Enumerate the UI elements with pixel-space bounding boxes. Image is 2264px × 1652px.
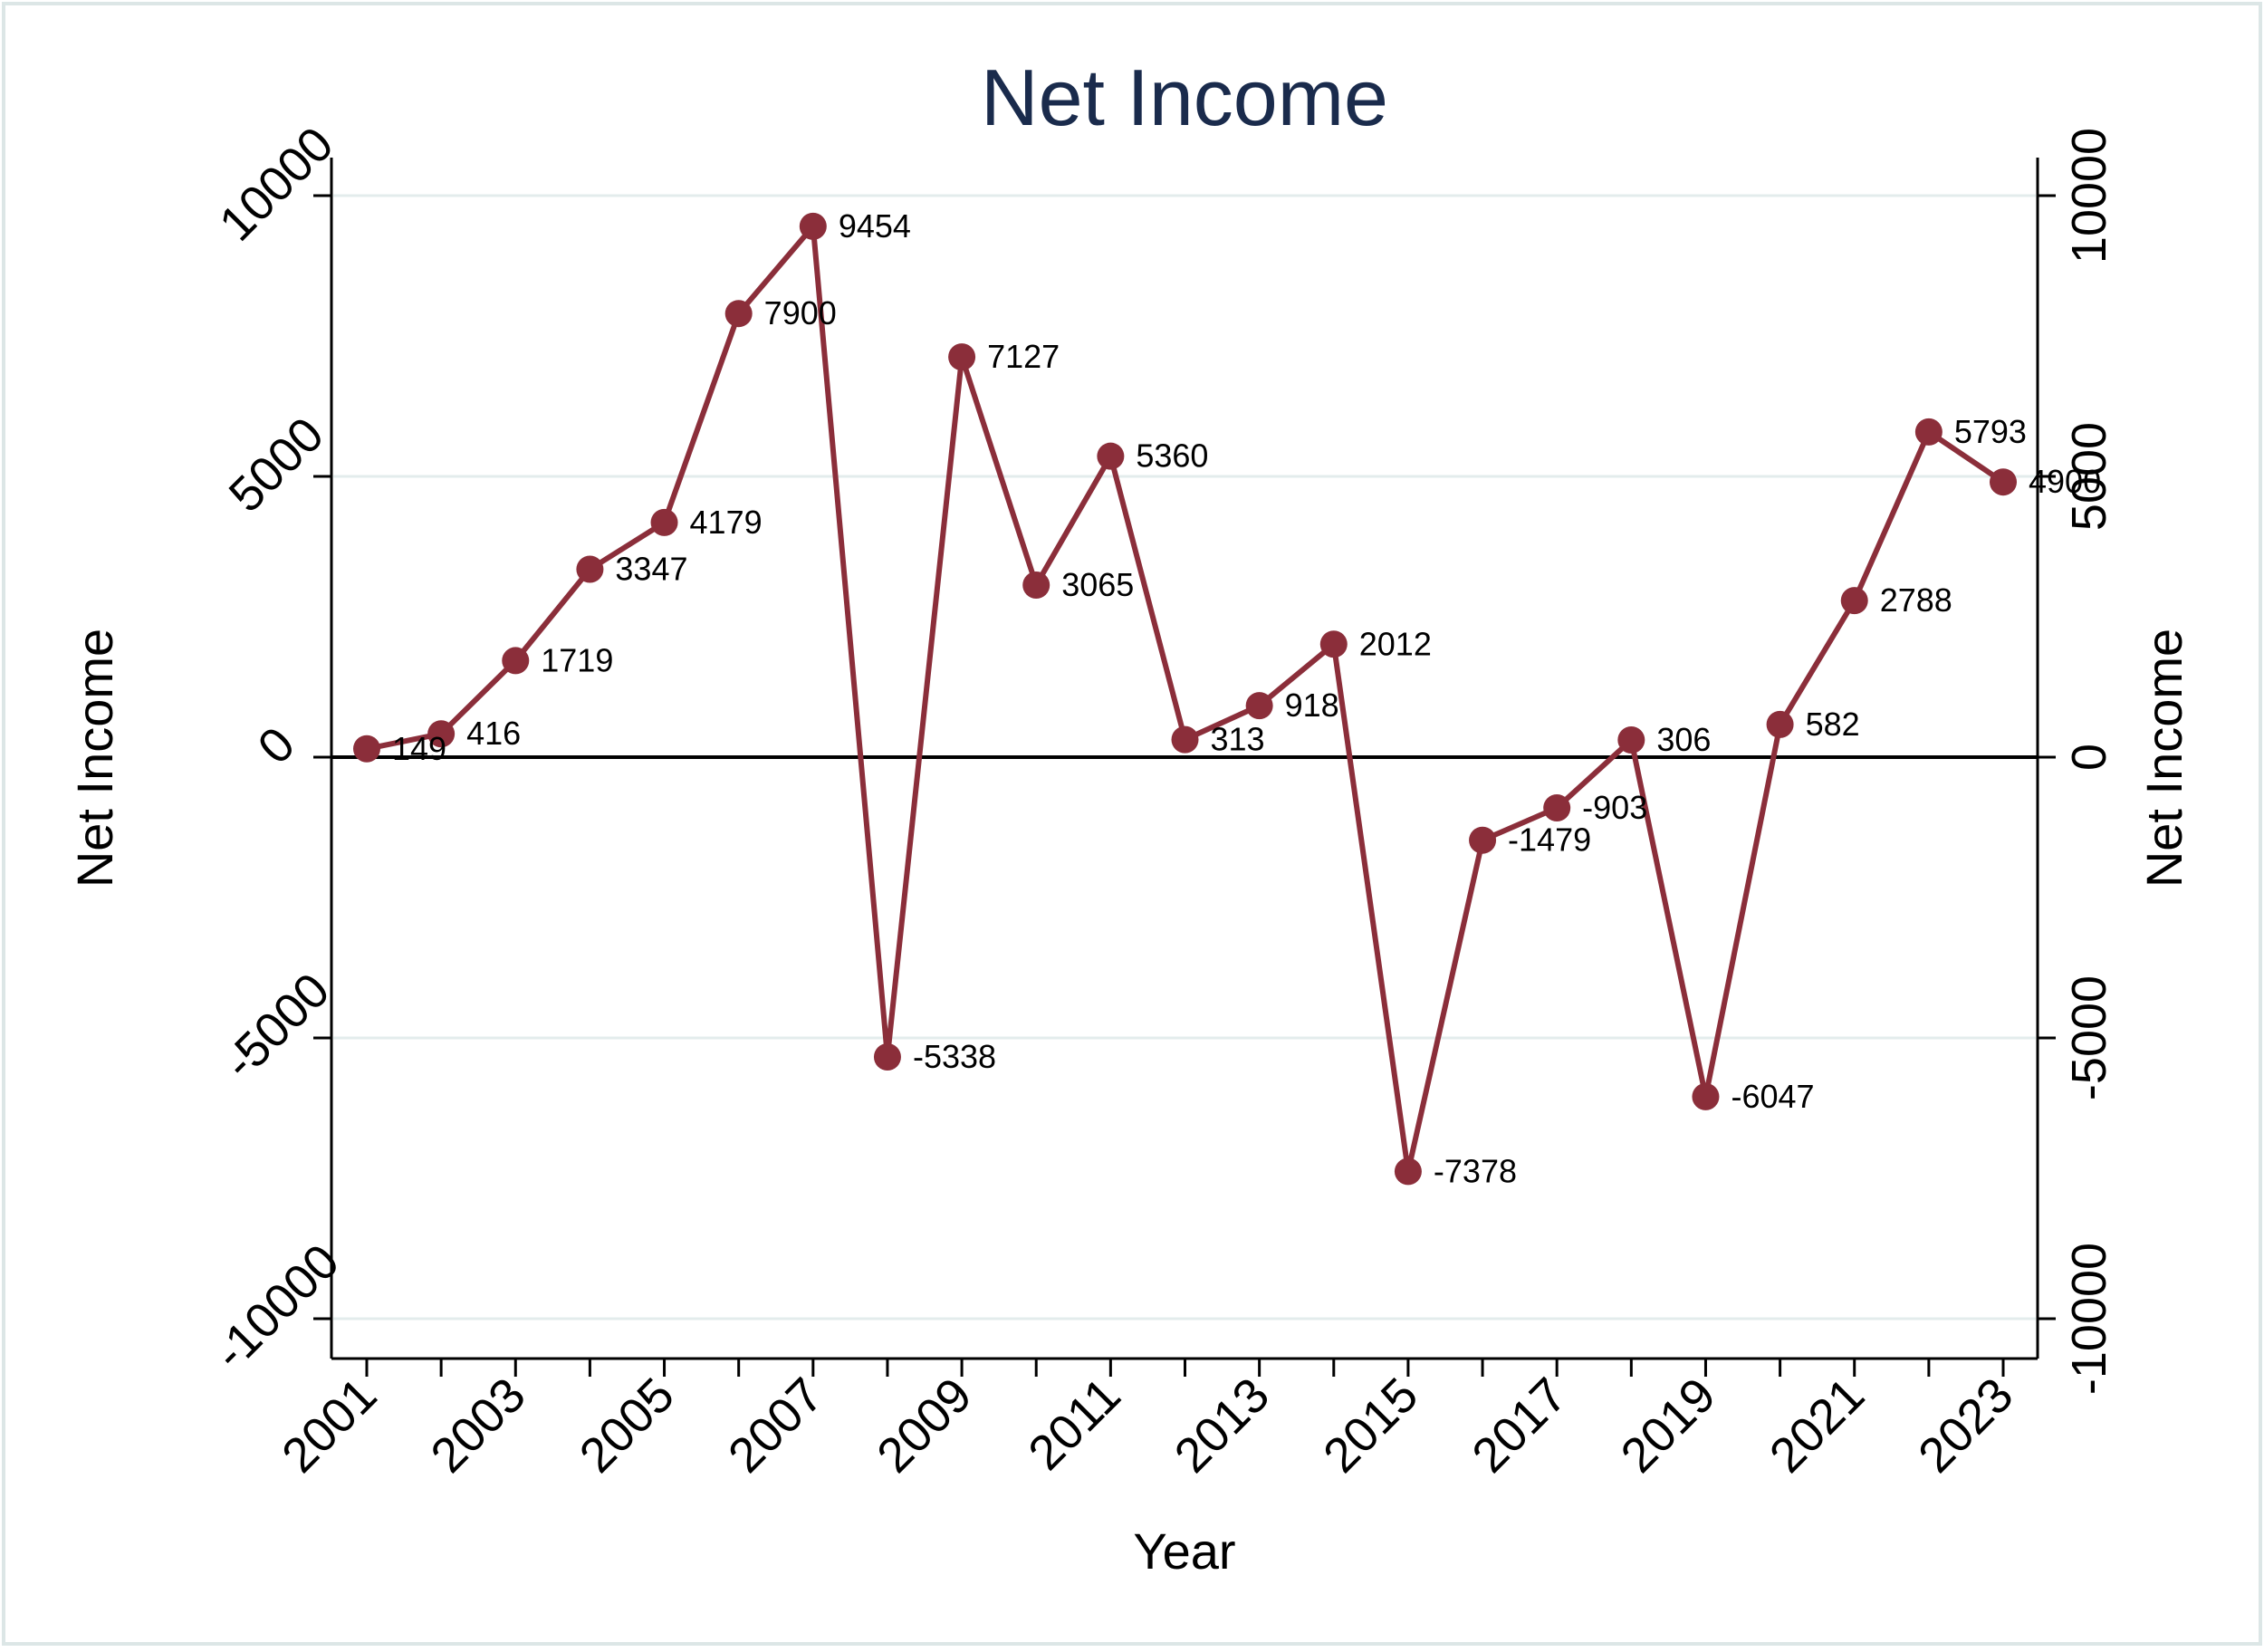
- right-y-tick-label: -5000: [2062, 975, 2116, 1100]
- data-label: 3065: [1061, 566, 1134, 603]
- right-y-tick-label: 5000: [2062, 422, 2116, 531]
- data-point: [1990, 468, 2017, 496]
- chart-title: Net Income: [981, 53, 1388, 142]
- data-label: 149: [392, 730, 446, 767]
- x-axis-title: Year: [1133, 1522, 1235, 1580]
- data-markers: [353, 212, 2017, 1186]
- data-point: [1022, 571, 1050, 599]
- data-point: [1245, 692, 1273, 720]
- data-point: [1766, 710, 1794, 738]
- data-label: 313: [1211, 721, 1265, 758]
- data-point: [799, 212, 827, 240]
- data-label: 2012: [1359, 625, 1432, 662]
- data-label: 5360: [1136, 437, 1208, 475]
- data-label: 5793: [1954, 413, 2027, 450]
- data-point: [1171, 725, 1199, 754]
- data-label: 9454: [839, 207, 911, 245]
- data-point: [1319, 630, 1348, 658]
- data-label: 306: [1656, 721, 1711, 758]
- right-y-tick-label: 10000: [2062, 128, 2116, 264]
- data-point: [1617, 726, 1645, 754]
- data-point: [1692, 1082, 1720, 1110]
- data-point: [724, 300, 753, 328]
- right-y-ticks: -10000 -5000 0 5000 10000: [2038, 128, 2116, 1395]
- data-label: 918: [1285, 687, 1339, 724]
- data-label: 582: [1806, 706, 1860, 743]
- data-point: [353, 735, 380, 763]
- data-point: [1914, 418, 1943, 446]
- data-point: [1097, 442, 1125, 470]
- right-y-tick-label: 0: [2062, 744, 2116, 771]
- data-point: [1469, 826, 1497, 854]
- data-label: 4179: [690, 504, 763, 541]
- data-label: 7127: [987, 338, 1060, 375]
- data-point: [1394, 1157, 1422, 1186]
- data-point: [576, 555, 604, 583]
- data-point: [502, 647, 530, 675]
- data-label: -7378: [1434, 1152, 1517, 1189]
- data-label: 3347: [615, 550, 687, 587]
- y-axis-title-left: Net Income: [66, 629, 123, 888]
- y-axis-title-right: Net Income: [2135, 629, 2192, 888]
- data-point: [1840, 587, 1868, 615]
- grid-lines: [333, 194, 2036, 1321]
- data-point: [948, 343, 976, 371]
- data-label: 1719: [541, 641, 613, 678]
- right-y-tick-label: -10000: [2062, 1243, 2116, 1395]
- data-label: 2788: [1880, 581, 1952, 619]
- data-label: -1479: [1508, 821, 1591, 859]
- data-label: -5338: [913, 1038, 996, 1075]
- data-point: [650, 508, 678, 536]
- data-label: -903: [1582, 789, 1647, 826]
- data-label: 416: [466, 715, 521, 752]
- data-label: 4900: [2029, 463, 2101, 500]
- data-point: [1543, 793, 1571, 821]
- data-label: 7900: [764, 294, 837, 331]
- data-point: [873, 1042, 901, 1071]
- data-label: -6047: [1731, 1078, 1814, 1115]
- data-point: [427, 720, 456, 748]
